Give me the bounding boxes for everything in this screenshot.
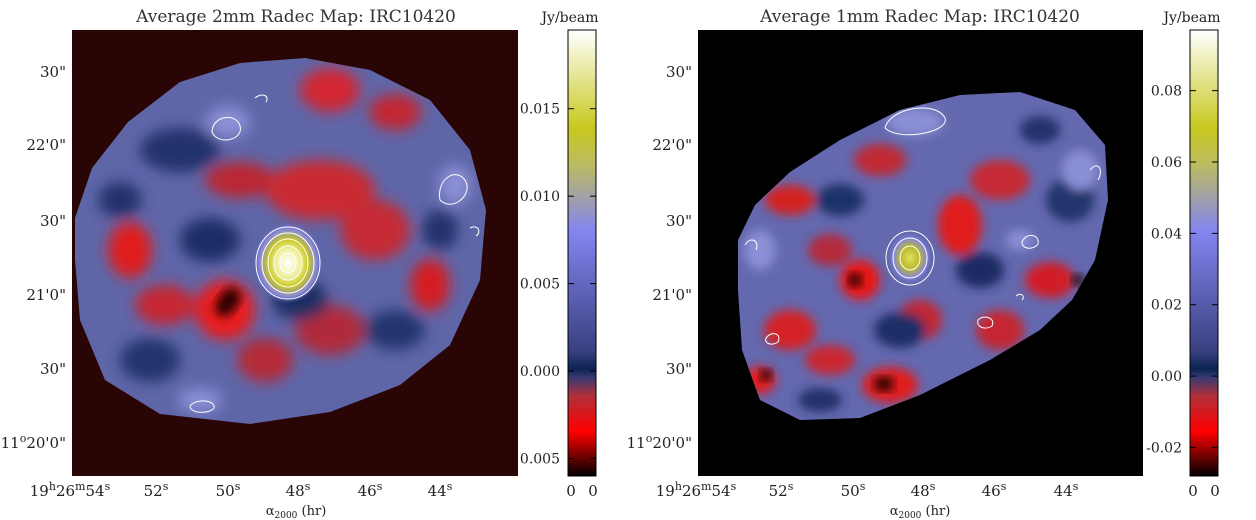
colorbar-tick-label: 0.000 xyxy=(520,364,560,380)
colorbar-bottom-label: 0 xyxy=(1210,482,1220,500)
colorbar-bottom-label: 0 xyxy=(566,482,576,500)
x-tick-label: 19h26m54s xyxy=(656,480,737,500)
x-tick-label: 46s xyxy=(358,480,383,500)
colorbar-bottom-label: 0 xyxy=(1188,482,1198,500)
colorbar-tick-label: 0.02 xyxy=(1151,298,1182,314)
chart-title-2mm: Average 2mm Radec Map: IRC10420 xyxy=(135,7,456,27)
colorbar-tick-label: 0.08 xyxy=(1151,84,1182,100)
heatmap-1mm xyxy=(738,92,1108,420)
colorbar-tick-label: 0.015 xyxy=(520,102,560,118)
colorbar-bottom-label: 0 xyxy=(588,482,598,500)
y-tick-label: 30" xyxy=(666,360,692,378)
colorbar-ticks: 0.08 0.06 0.04 0.02 0.00 -0.02 xyxy=(1146,84,1218,456)
colorbar-tick-label: 0.06 xyxy=(1151,155,1182,171)
colorbar xyxy=(1189,29,1219,477)
y-tick-label: 30" xyxy=(40,63,66,81)
panel-1mm: Average 1mm Radec Map: IRC10420 xyxy=(627,7,1221,520)
x-tick-label: 52s xyxy=(144,480,169,500)
x-axis-label: α2000 (hr) xyxy=(890,504,951,520)
y-tick-label: 22'0" xyxy=(652,136,692,154)
panel-2mm: Average 2mm Radec Map: IRC10420 xyxy=(1,7,599,520)
x-axis-2mm: 19h26m54s 52s 50s 48s 46s 44s α2000 (hr) xyxy=(30,480,453,520)
colorbar-ticks: 0.015 0.010 0.005 0.000 0.005 xyxy=(520,102,596,468)
colorbar-unit: Jy/beam xyxy=(1161,10,1220,26)
y-tick-label: 30" xyxy=(40,360,66,378)
colorbar-unit: Jy/beam xyxy=(539,10,598,26)
colorbar-tick-label: 0.00 xyxy=(1151,369,1182,385)
x-tick-label: 44s xyxy=(1054,480,1079,500)
y-tick-label: 21'0" xyxy=(652,286,692,304)
x-tick-label: 52s xyxy=(769,480,794,500)
x-tick-label: 48s xyxy=(286,480,311,500)
x-tick-label: 50s xyxy=(841,480,866,500)
x-tick-label: 19h26m54s xyxy=(30,480,111,500)
y-tick-label: 30" xyxy=(666,63,692,81)
y-tick-label: 21'0" xyxy=(26,286,66,304)
colorbar-tick-label: 0.005 xyxy=(520,452,560,468)
colorbar xyxy=(567,29,597,477)
x-tick-label: 46s xyxy=(982,480,1007,500)
colorbar-tick-label: 0.04 xyxy=(1151,226,1182,242)
x-tick-label: 50s xyxy=(216,480,241,500)
y-axis-1mm: 30" 22'0" 30" 21'0" 30" 11o20'0" xyxy=(627,63,692,452)
colorbar-tick-label: 0.005 xyxy=(520,277,560,293)
chart-title-1mm: Average 1mm Radec Map: IRC10420 xyxy=(759,7,1080,27)
y-tick-label: 30" xyxy=(666,212,692,230)
y-axis-2mm: 30" 22'0" 30" 21'0" 30" 11o20'0" xyxy=(1,63,66,452)
x-tick-label: 48s xyxy=(911,480,936,500)
y-tick-label: 11o20'0" xyxy=(627,432,692,452)
x-axis-1mm: 19h26m54s 52s 50s 48s 46s 44s α2000 (hr) xyxy=(656,480,1079,520)
colorbar-tick-label: -0.02 xyxy=(1146,440,1182,456)
heatmap-2mm xyxy=(75,58,486,424)
y-tick-label: 30" xyxy=(40,212,66,230)
x-tick-label: 44s xyxy=(428,480,453,500)
x-axis-label: α2000 (hr) xyxy=(266,504,327,520)
colorbar-1mm: Jy/beam 0.08 0.06 0.04 0.02 0.00 -0.02 0 0 xyxy=(1146,10,1220,500)
colorbar-2mm: Jy/beam 0.015 0.010 0.005 0.000 0.005 0 0 xyxy=(520,10,599,500)
colorbar-tick-label: 0.010 xyxy=(520,189,560,205)
y-tick-label: 11o20'0" xyxy=(1,432,66,452)
y-tick-label: 22'0" xyxy=(26,136,66,154)
